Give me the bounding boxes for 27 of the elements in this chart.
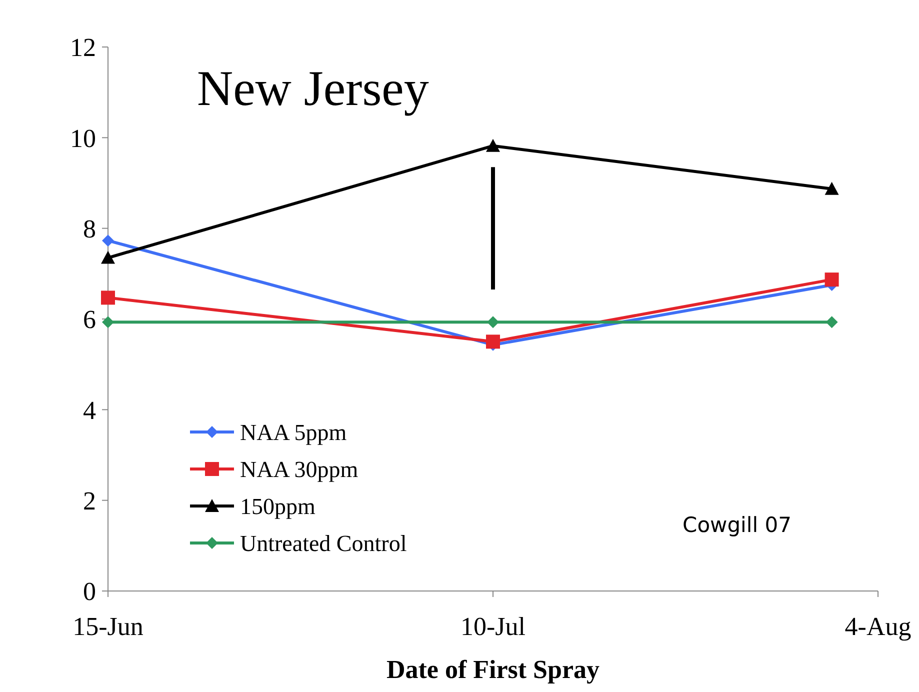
x-axis-title: Date of First Spray bbox=[386, 655, 600, 684]
y-tick-label: 8 bbox=[83, 214, 96, 244]
y-tick-label: 4 bbox=[83, 396, 96, 425]
point bbox=[824, 182, 839, 195]
y-tick-label: 0 bbox=[83, 577, 96, 606]
y-tick-label: 6 bbox=[83, 305, 96, 334]
x-tick-label: 10-Jul bbox=[460, 612, 526, 641]
x-tick-label: 15-Jun bbox=[72, 612, 144, 641]
point bbox=[102, 316, 114, 328]
legend-label: NAA 5ppm bbox=[240, 420, 347, 446]
point bbox=[102, 234, 114, 247]
point bbox=[487, 316, 499, 328]
point bbox=[101, 290, 115, 305]
legend-label: 150ppm bbox=[240, 494, 316, 520]
x-tick-label: 4-Aug bbox=[844, 612, 912, 641]
point bbox=[486, 334, 500, 349]
legend-label: NAA 30ppm bbox=[240, 457, 358, 482]
point bbox=[101, 250, 115, 264]
annotation: Cowgill 07 bbox=[682, 513, 792, 537]
y-tick-label: 2 bbox=[83, 486, 96, 516]
y-tick-label: 12 bbox=[70, 33, 96, 62]
y-tick-label: 10 bbox=[70, 124, 96, 153]
legend-label: Untreated Control bbox=[240, 531, 407, 556]
point bbox=[826, 316, 838, 328]
point bbox=[824, 272, 839, 287]
chart-title: New Jersey bbox=[197, 60, 429, 116]
point bbox=[486, 138, 500, 152]
